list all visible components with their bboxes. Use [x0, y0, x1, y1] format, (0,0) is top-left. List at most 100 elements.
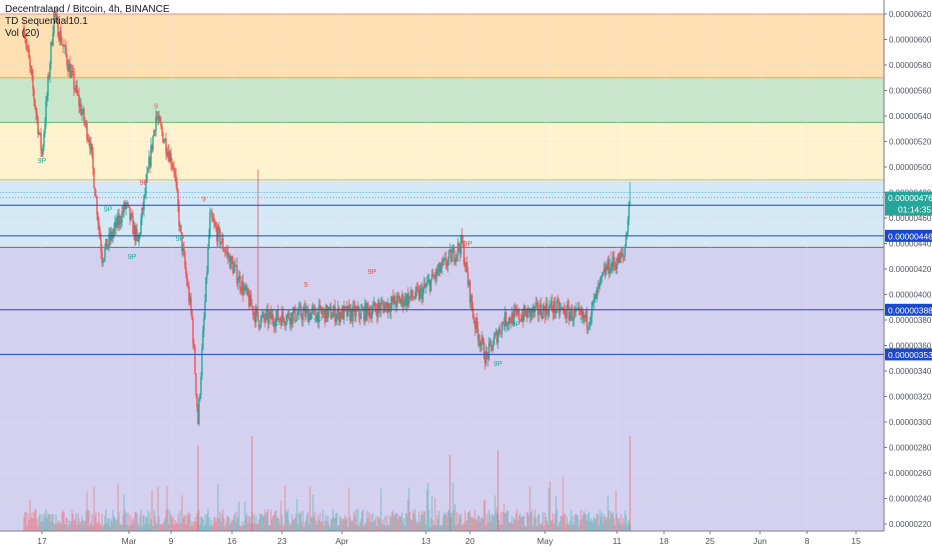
volume-bar: [30, 517, 32, 531]
volume-bar: [248, 515, 250, 531]
candle-body: [407, 294, 409, 305]
volume-bar: [150, 519, 152, 531]
x-axis[interactable]: 17 Mar 9 16 23 Apr 13 20 May 11 18 25 Jun 8 15: [0, 530, 884, 550]
td-sequential-mark: 9: [580, 318, 584, 325]
candle-body: [139, 233, 141, 235]
candle-body: [167, 151, 169, 156]
volume-bar: [124, 510, 126, 531]
candle-body: [237, 281, 239, 284]
volume-bar: [196, 512, 198, 531]
volume-bar: [569, 521, 571, 531]
indicator-volume[interactable]: Vol (20): [5, 28, 40, 39]
candle-body: [473, 317, 475, 323]
volume-bar: [440, 524, 442, 531]
candle-body: [569, 314, 571, 321]
volume-bar: [515, 512, 517, 531]
candle-body: [42, 146, 44, 154]
volume-bar: [421, 510, 423, 531]
symbol-title[interactable]: Decentraland / Bitcoin, 4h, BINANCE: [5, 4, 170, 15]
volume-bar: [101, 513, 103, 531]
candle-body: [609, 272, 611, 274]
volume-bar: [447, 510, 449, 531]
candle-body: [435, 269, 437, 279]
candle-body: [118, 215, 120, 226]
volume-bar: [91, 514, 93, 531]
volume-bar: [254, 523, 256, 531]
volume-bar: [482, 518, 484, 531]
volume-bar: [195, 521, 197, 531]
volume-bar: [328, 523, 330, 531]
volume-bar: [189, 513, 191, 531]
volume-bar: [83, 520, 85, 531]
volume-bar: [126, 524, 128, 531]
candle-body: [150, 144, 152, 167]
volume-bar: [37, 526, 39, 531]
candle-body: [411, 290, 413, 298]
candle-body: [559, 308, 561, 313]
volume-bar: [68, 520, 70, 531]
candle-body: [478, 339, 480, 341]
td-sequential-mark: 9: [154, 103, 158, 110]
volume-bar: [157, 487, 159, 531]
horizontal-lines-layer[interactable]: [0, 197, 884, 355]
volume-bar: [484, 499, 486, 531]
candle-body: [218, 226, 220, 230]
candle-body: [190, 297, 192, 311]
candle-body: [127, 202, 129, 205]
candle-body: [507, 324, 509, 325]
candle-body: [111, 231, 113, 238]
volume-bar: [531, 509, 533, 531]
td-sequential-mark: 9P: [368, 269, 377, 276]
volume-bar: [209, 525, 211, 531]
volume-bar: [361, 511, 363, 531]
candle-body: [558, 301, 560, 313]
candle-body: [173, 167, 175, 172]
volume-bar: [238, 501, 240, 531]
candle-body: [522, 315, 524, 321]
candle-body: [69, 63, 71, 78]
candle-body: [191, 310, 193, 319]
volume-bar: [80, 521, 82, 531]
candle-body: [313, 307, 315, 309]
y-tick-label: 0.00000440: [889, 240, 932, 249]
volume-bar: [89, 525, 91, 531]
candle-body: [376, 311, 378, 317]
volume-bar: [399, 515, 401, 531]
candle-body: [122, 211, 124, 213]
zone-band: [0, 247, 884, 531]
candle-body: [364, 303, 366, 321]
volume-bar: [230, 522, 232, 531]
volume-bar: [384, 516, 386, 531]
volume-bar: [118, 512, 120, 531]
candle-body: [318, 305, 320, 323]
candle-body: [394, 296, 396, 305]
volume-bar: [376, 526, 378, 531]
volume-bar: [604, 516, 606, 531]
volume-bar: [513, 518, 515, 531]
volume-bar: [325, 515, 327, 531]
candle-body: [223, 249, 225, 252]
volume-bar-spike: [251, 436, 253, 531]
candle-body: [552, 309, 554, 314]
candle-body: [252, 306, 254, 315]
volume-bar: [383, 525, 385, 531]
volume-bar-spike: [197, 445, 199, 531]
y-axis[interactable]: 0.00000620 0.00000600 0.00000580 0.00000560…: [883, 0, 932, 550]
indicator-td-sequential[interactable]: TD Sequential10.1: [5, 16, 88, 27]
candle-body: [43, 133, 45, 147]
candle-body: [498, 328, 500, 335]
candle-body: [386, 302, 388, 313]
candle-body: [74, 89, 76, 91]
current-price-label: 0.00000476: [888, 193, 932, 203]
volume-bar: [359, 522, 361, 531]
candle-body: [501, 322, 503, 334]
candle-body: [234, 265, 236, 267]
candle-body: [590, 316, 592, 322]
volume-bar: [551, 520, 553, 531]
volume-bar: [47, 513, 49, 531]
volume-bar: [615, 490, 617, 531]
candle-body: [113, 227, 115, 233]
candle-body: [494, 334, 496, 338]
